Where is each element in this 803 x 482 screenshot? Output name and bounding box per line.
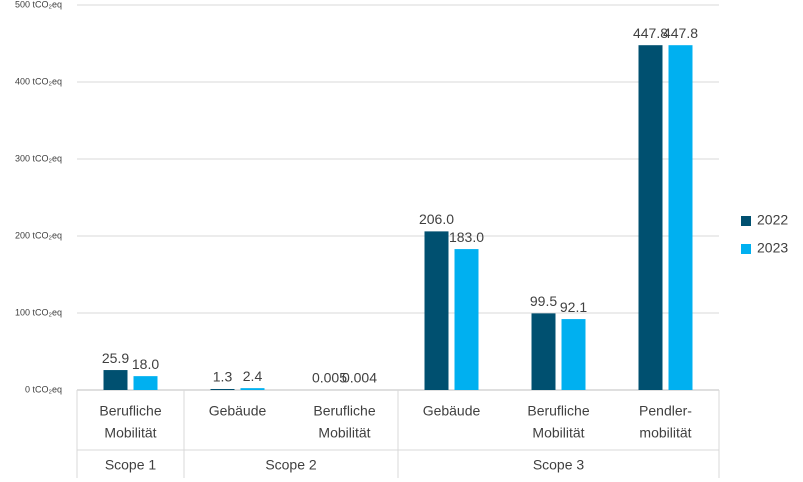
y-tick-label: 0 tCO₂eq [25,384,62,394]
legend-label: 2022 [757,212,788,228]
bar [561,319,586,390]
value-label: 18.0 [132,356,159,372]
legend-label: 2023 [757,240,788,256]
value-label: 99.5 [530,293,557,309]
bar [103,370,128,390]
bar [240,388,265,390]
group-label: Scope 1 [105,457,157,473]
y-tick-label: 500 tCO₂eq [15,0,62,9]
value-label: 25.9 [102,350,129,366]
x-tick-label: Berufliche [527,403,589,419]
y-tick-label: 100 tCO₂eq [15,307,62,317]
bar [210,388,235,390]
bar [424,231,449,390]
y-tick-label: 200 tCO₂eq [15,230,62,240]
x-tick-label: Gebäude [209,403,267,419]
group-label: Scope 3 [533,457,585,473]
y-tick-label: 400 tCO₂eq [15,76,62,86]
bar [668,45,693,390]
value-label: 1.3 [213,369,233,385]
x-tick-label: Mobilität [104,425,156,441]
bar [638,45,663,390]
value-label: 447.8 [663,25,698,41]
x-tick-label: Berufliche [99,403,161,419]
bar [133,376,158,390]
value-label: 2.4 [243,368,263,384]
bar [454,249,479,390]
x-tick-label: Mobilität [318,425,370,441]
value-label: 447.8 [633,25,668,41]
x-tick-label: Mobilität [532,425,584,441]
x-tick-label: mobilität [639,425,691,441]
x-tick-label: Pendler- [639,403,692,419]
x-tick-label: Gebäude [423,403,481,419]
bar [531,313,556,390]
group-label: Scope 2 [265,457,317,473]
value-label: 206.0 [419,211,454,227]
legend-swatch [741,216,751,226]
value-label: 92.1 [560,299,587,315]
value-label: 0.005 [312,370,347,386]
legend-swatch [741,244,751,254]
y-tick-label: 300 tCO₂eq [15,153,62,163]
value-label: 0.004 [342,370,377,386]
x-tick-label: Berufliche [313,403,375,419]
value-label: 183.0 [449,229,484,245]
